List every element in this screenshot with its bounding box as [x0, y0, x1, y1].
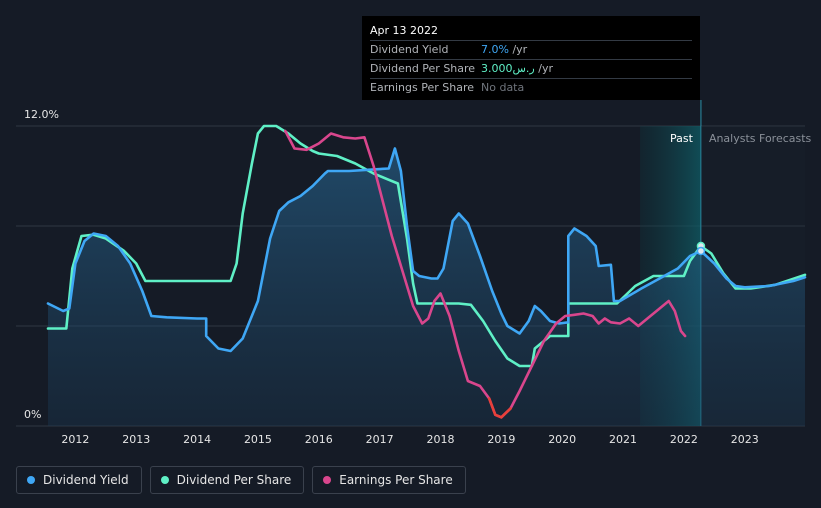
tooltip-label: Earnings Per Share: [370, 81, 475, 94]
dividend-yield-dot-icon: [27, 476, 35, 484]
x-tick-label: 2018: [426, 433, 454, 446]
dividend-yield-area: [48, 148, 805, 426]
x-tick-label: 2012: [61, 433, 89, 446]
legend-item-earnings-per-share[interactable]: Earnings Per Share: [312, 466, 466, 494]
x-tick-label: 2023: [731, 433, 759, 446]
x-tick-label: 2021: [609, 433, 637, 446]
legend-label: Dividend Yield: [43, 473, 129, 487]
x-tick-label: 2020: [548, 433, 576, 446]
series-lines: [46, 124, 807, 419]
legend: Dividend Yield Dividend Per Share Earnin…: [16, 466, 466, 494]
dividend-yield-line: [46, 147, 807, 353]
past-label: Past: [670, 132, 694, 145]
legend-item-dividend-per-share[interactable]: Dividend Per Share: [149, 466, 305, 494]
tooltip-row-dividend-per-share: Dividend Per Share 3.000ر.س /yr: [370, 60, 692, 79]
tooltip-row-dividend-yield: Dividend Yield 7.0% /yr: [370, 41, 692, 60]
tooltip-label: Dividend Per Share: [370, 62, 476, 75]
x-tick-label: 2019: [487, 433, 515, 446]
hover-markers: [696, 241, 706, 256]
tooltip-value: 3.000ر.س: [481, 62, 535, 75]
x-tick-label: 2015: [244, 433, 272, 446]
x-tick-label: 2014: [183, 433, 211, 446]
x-tick-label: 2022: [670, 433, 698, 446]
legend-label: Dividend Per Share: [176, 473, 292, 487]
dividend-yield-marker: [696, 246, 706, 256]
x-tick-label: 2013: [122, 433, 150, 446]
tooltip-unit: /yr: [534, 62, 553, 75]
tooltip: Apr 13 2022 Dividend Yield 7.0% /yr Divi…: [362, 16, 700, 100]
dividend-per-share-dot-icon: [160, 476, 169, 484]
earnings-per-share-low-segment: [487, 397, 512, 419]
tooltip-date: Apr 13 2022: [370, 22, 692, 41]
axis-labels: 12.0% 0% 2012 2013 2014 2015 2016 2017 2018 2019 2…: [24, 108, 812, 446]
earnings-per-share-dot-icon: [323, 476, 332, 484]
tooltip-row-earnings-per-share: Earnings Per Share No data: [370, 79, 692, 97]
dividend-yield-fill: [48, 148, 805, 426]
y-axis-bottom-label: 0%: [24, 408, 41, 421]
legend-item-dividend-yield[interactable]: Dividend Yield: [16, 466, 142, 494]
tooltip-value: 7.0%: [481, 43, 509, 56]
tooltip-value: No data: [481, 81, 525, 94]
tooltip-unit: /yr: [508, 43, 528, 56]
x-tick-label: 2016: [305, 433, 333, 446]
tooltip-label: Dividend Yield: [370, 43, 449, 56]
y-axis-top-label: 12.0%: [24, 108, 59, 121]
analysts-forecasts-label: Analysts Forecasts: [709, 132, 812, 145]
legend-label: Earnings Per Share: [339, 473, 453, 487]
x-tick-label: 2017: [366, 433, 394, 446]
